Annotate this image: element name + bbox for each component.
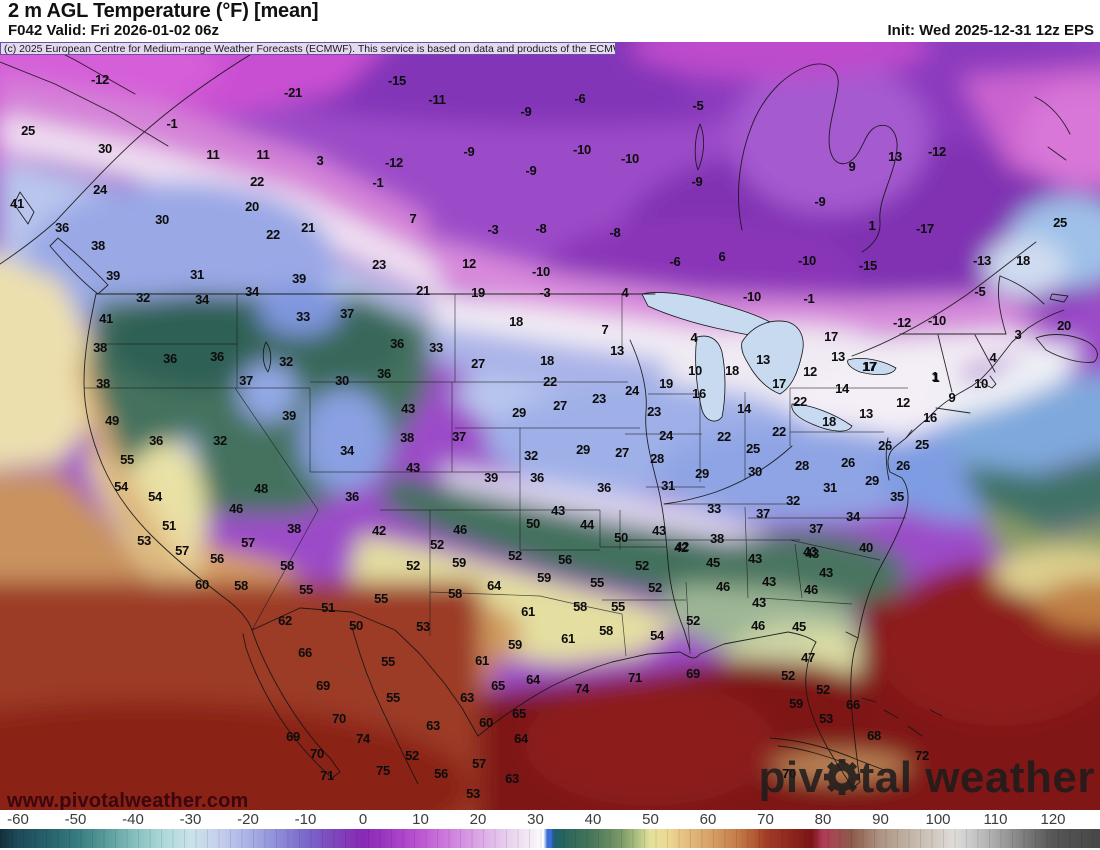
colorbar-tick-label: 100 — [925, 811, 951, 828]
colorbar-tick-label: 60 — [699, 811, 717, 828]
colorbar-tick-label: 50 — [642, 811, 659, 828]
colorbar-tick-label: -50 — [64, 811, 87, 828]
state-borders — [84, 294, 908, 657]
watermark-url: www.pivotalweather.com — [7, 790, 249, 812]
gear-icon — [823, 759, 860, 796]
colorbar-tick-label: 30 — [527, 811, 544, 828]
colorbar-tick-label: -10 — [294, 811, 317, 828]
colorbar-tick-label: -30 — [179, 811, 202, 828]
header: 2 m AGL Temperature (°F) [mean] F042 Val… — [0, 0, 1100, 42]
great-lakes — [641, 292, 897, 432]
temperature-field — [0, 42, 1100, 810]
temperature-colorbar: -60 -50 -40 -30 -20 -10 0 10 20 30 40 50 60 70 80 90 100… — [0, 810, 1100, 850]
colorbar-tick-label: 90 — [872, 811, 889, 828]
colorbar-tick-label: 80 — [814, 811, 832, 828]
watermark-brand: piv tal weather — [758, 756, 1095, 800]
colorbar-tick-label: 0 — [358, 811, 368, 828]
colorbar-tick-label: 20 — [469, 811, 487, 828]
colorbar-tick-label: 110 — [983, 811, 1008, 828]
page-title: 2 m AGL Temperature (°F) [mean] — [8, 0, 319, 22]
mexico-state-borders — [299, 661, 431, 743]
colorbar-tick-label: -20 — [237, 811, 259, 828]
colorbar-tick-label: -60 — [7, 811, 29, 828]
colorbar-tick-label: 40 — [584, 811, 602, 828]
colorbar-tick-label: -40 — [122, 811, 144, 828]
map-borders — [0, 42, 1098, 789]
temperature-map — [0, 42, 1100, 810]
copyright-notice: (c) 2025 European Centre for Medium-rang… — [0, 42, 616, 55]
colorbar-tick-label: 120 — [1040, 811, 1066, 828]
brand-text-right: tal weather — [859, 753, 1095, 802]
temperature-map-canvas — [0, 42, 1100, 810]
colorbar-tick-label: 70 — [757, 811, 774, 828]
colorbar-tick-label: 10 — [412, 811, 429, 828]
init-time-label: Init: Wed 2025-12-31 12z EPS — [887, 22, 1094, 39]
brand-text-left: piv — [758, 753, 824, 802]
valid-time-label: F042 Valid: Fri 2026-01-02 06z — [8, 22, 219, 39]
colorbar-tick-labels: -60 -50 -40 -30 -20 -10 0 10 20 30 40 50 60 70 80 90 100… — [0, 810, 1100, 828]
colorbar-gradient — [0, 829, 1100, 848]
